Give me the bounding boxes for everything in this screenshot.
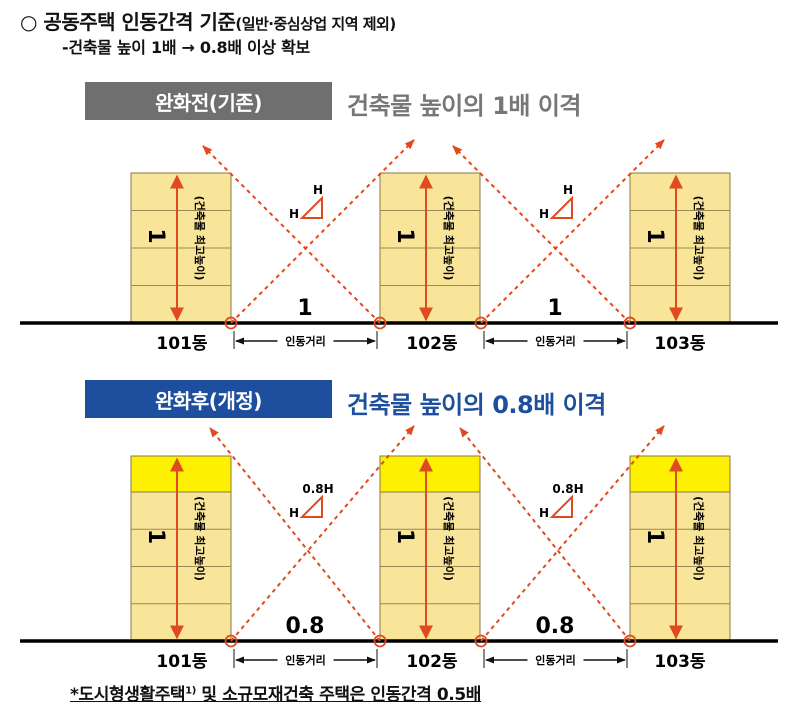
ratio-top-label: H <box>313 183 323 197</box>
distance-label-bg <box>527 651 584 668</box>
ratio-top-label: H <box>563 183 573 197</box>
building-name: 102동 <box>406 334 457 354</box>
ratio-side-label: H <box>289 506 299 520</box>
ratio-top-label: 0.8H <box>302 482 333 496</box>
height-text: (건축물 최고높이) <box>692 196 706 281</box>
ratio-top-label: 0.8H <box>552 482 583 496</box>
footnote-sup: 1) <box>185 685 196 697</box>
ratio-triangle: 0.8HH <box>289 482 334 520</box>
building-top-highlight <box>379 455 481 493</box>
footnote: *도시형생활주택1) 및 소규모재건축 주택은 인동간격 0.5배 <box>70 680 481 705</box>
corner-circle <box>623 316 637 330</box>
height-value: 1 <box>143 529 168 544</box>
footnote-text-b: 및 소규모재건축 주택은 인동간격 0.5배 <box>195 685 482 705</box>
building-name: 102동 <box>406 652 457 672</box>
height-text: (건축물 최고높이) <box>193 496 207 581</box>
corner-circle <box>373 634 387 648</box>
diagonal-line <box>480 139 665 324</box>
ratio-triangle: HH <box>289 183 323 221</box>
building-3: 1 (건축물 최고높이) <box>629 172 731 324</box>
building-name: 103동 <box>654 652 705 672</box>
diagonal-line <box>230 139 415 324</box>
corner-circle <box>224 316 238 330</box>
corner-circle <box>623 634 637 648</box>
after-diagram: 1 (건축물 최고높이) 1 (건축물 최고높이) 1 (건축물 최고높이) 0.8 0.8 0… <box>20 425 778 672</box>
height-value: 1 <box>392 228 417 243</box>
height-value: 1 <box>642 228 667 243</box>
footnote-text-a: *도시형생활주택 <box>70 685 186 705</box>
ratio-side-label: H <box>539 506 549 520</box>
after-caption: 건축물 높이의 0.8배 이격 <box>347 391 606 419</box>
building-2: 1 (건축물 최고높이) <box>379 172 481 324</box>
height-value: 1 <box>392 529 417 544</box>
diagonal-line <box>452 145 631 324</box>
building-name: 101동 <box>156 652 207 672</box>
before-caption: 건축물 높이의 1배 이격 <box>347 92 582 120</box>
height-text: (건축물 최고높이) <box>692 496 706 581</box>
corner-circle <box>474 316 488 330</box>
distance-label-bg <box>277 332 334 349</box>
building-top-highlight <box>629 455 731 493</box>
before-label: 완화전(기존) <box>85 82 332 120</box>
page-title: ○ 공동주택 인동간격 기준(일반·중심상업 지역 제외) <box>20 6 396 35</box>
before-diagram: 1 (건축물 최고높이) 1 (건축물 최고높이) 1 (건축물 최고높이)1 1HHHH인… <box>20 139 778 354</box>
diagonal-line <box>209 427 381 642</box>
after-label: 완화후(개정) <box>85 380 332 418</box>
building-3: 1 (건축물 최고높이) <box>629 455 731 642</box>
height-text: (건축물 최고높이) <box>442 496 456 581</box>
triangle-shape <box>549 494 573 518</box>
triangle-shape <box>299 494 323 518</box>
distance-label: 인동거리 <box>285 653 325 667</box>
building-1: 1 (건축물 최고높이) <box>130 172 232 324</box>
building-1: 1 (건축물 최고높이) <box>130 455 232 642</box>
diagonal-line <box>459 427 631 642</box>
gap-value: 1 <box>547 296 562 321</box>
distance-label: 인동거리 <box>535 334 575 348</box>
title-main: ○ 공동주택 인동간격 기준 <box>20 10 236 34</box>
distance-label-bg <box>277 651 334 668</box>
triangle-shape <box>549 195 573 219</box>
building-name: 101동 <box>156 334 207 354</box>
triangle-shape <box>299 195 323 219</box>
height-value: 1 <box>143 228 168 243</box>
distance-label: 인동거리 <box>285 334 325 348</box>
corner-circle <box>373 316 387 330</box>
diagonal-line <box>480 425 665 642</box>
diagonal-line <box>230 425 415 642</box>
gap-value: 0.8 <box>536 614 575 639</box>
corner-circle <box>474 634 488 648</box>
gap-value: 1 <box>297 296 312 321</box>
ratio-side-label: H <box>539 207 549 221</box>
ratio-triangle: HH <box>539 183 573 221</box>
page-subtitle: -건축물 높이 1배 → 0.8배 이상 확보 <box>62 38 310 57</box>
title-note: (일반·중심상업 지역 제외) <box>235 15 396 33</box>
distance-label-bg <box>527 332 584 349</box>
ratio-side-label: H <box>289 207 299 221</box>
corner-circle <box>224 634 238 648</box>
height-value: 1 <box>642 529 667 544</box>
height-text: (건축물 최고높이) <box>193 196 207 281</box>
gap-value: 0.8 <box>286 614 325 639</box>
height-text: (건축물 최고높이) <box>442 196 456 281</box>
distance-label: 인동거리 <box>535 653 575 667</box>
diagonal-line <box>202 145 381 324</box>
building-name: 103동 <box>654 334 705 354</box>
building-2: 1 (건축물 최고높이) <box>379 455 481 642</box>
ratio-triangle: 0.8HH <box>539 482 584 520</box>
building-top-highlight <box>130 455 232 493</box>
